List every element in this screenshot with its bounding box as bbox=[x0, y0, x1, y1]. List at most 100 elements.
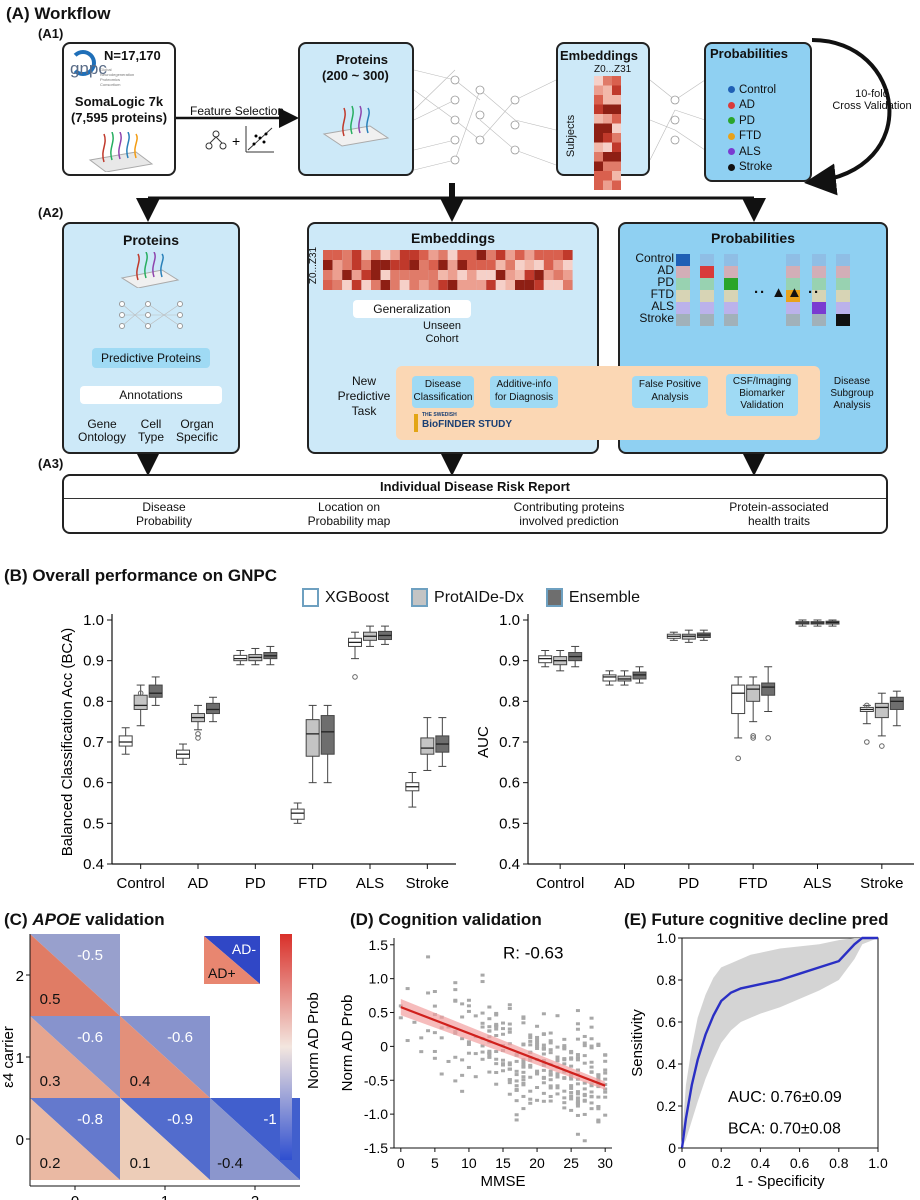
y-tick-label: 0.9 bbox=[499, 653, 520, 670]
scatter-point bbox=[439, 1036, 444, 1040]
x-tick-label: 15 bbox=[495, 1155, 511, 1171]
scatter-point bbox=[569, 1056, 574, 1060]
scatter-point bbox=[541, 1012, 546, 1016]
report-item-2-l2: Probability map bbox=[307, 514, 391, 528]
y-axis-label: ε4 carrier bbox=[0, 1026, 17, 1088]
embedding-cell bbox=[380, 280, 391, 290]
scatter-point bbox=[589, 1070, 594, 1074]
y-tick-label: 0.4 bbox=[83, 856, 104, 873]
heatmap-value-adneg: -0.6 bbox=[77, 1029, 103, 1046]
scatter-point bbox=[589, 1046, 594, 1050]
scatter-point bbox=[562, 1057, 567, 1061]
scatter-point bbox=[432, 1056, 437, 1060]
embedding-cell bbox=[467, 260, 477, 270]
embedding-cell bbox=[371, 250, 381, 260]
embedding-cell bbox=[534, 280, 544, 290]
scatter-point bbox=[589, 1037, 594, 1041]
colorbar bbox=[280, 934, 292, 1160]
class-item-control: Control bbox=[728, 82, 776, 98]
protein-chip-icon bbox=[88, 132, 154, 172]
plot-frame bbox=[681, 937, 879, 1149]
scatter-point bbox=[528, 1075, 533, 1079]
embedding-cell bbox=[467, 280, 477, 290]
embedding-cell bbox=[486, 260, 496, 270]
scatter-point bbox=[575, 1096, 580, 1100]
x-tick-label: FTD bbox=[298, 875, 327, 892]
scatter-point bbox=[582, 1139, 587, 1143]
scatter-point bbox=[535, 1024, 540, 1028]
csf-imaging-l2: Biomarker bbox=[739, 388, 785, 399]
y-tick-label: 0.4 bbox=[499, 856, 520, 873]
a2-class-label: FTD bbox=[650, 287, 674, 301]
embedding-cell bbox=[594, 152, 603, 162]
scatter-point bbox=[487, 1049, 492, 1053]
scatter-point bbox=[528, 1039, 533, 1043]
scatter-point bbox=[521, 1075, 526, 1079]
scatter-point bbox=[507, 1030, 512, 1034]
predictive-proteins: Predictive Proteins bbox=[92, 348, 210, 368]
scatter-point bbox=[562, 1106, 567, 1110]
a2-protein-chip-icon bbox=[120, 252, 180, 288]
y-tick-label: 1.0 bbox=[499, 612, 520, 629]
embedding-cell bbox=[476, 260, 487, 270]
embedding-cell bbox=[371, 280, 381, 290]
neural-network-lines bbox=[413, 69, 706, 171]
y-tick-label: 0.5 bbox=[369, 1005, 389, 1021]
cell-type-l2: Type bbox=[137, 430, 164, 444]
box-ensemble bbox=[889, 696, 904, 710]
scatter-point bbox=[514, 1088, 519, 1092]
scatter-point bbox=[521, 1094, 526, 1098]
scatter-point bbox=[507, 1061, 512, 1065]
scatter-point bbox=[460, 1015, 465, 1019]
heatmap-cell-adpos bbox=[210, 1098, 300, 1180]
scatter-point bbox=[521, 1062, 526, 1066]
embedding-cell bbox=[486, 250, 496, 260]
scatter-point bbox=[535, 1098, 540, 1102]
y-tick-label: 1.0 bbox=[83, 612, 104, 629]
new-task-l3: Task bbox=[351, 404, 377, 418]
scatter-point bbox=[460, 1002, 465, 1006]
scatter-point bbox=[541, 1075, 546, 1079]
embedding-cell bbox=[594, 104, 603, 114]
scatter-point bbox=[501, 1021, 505, 1025]
embedding-cell bbox=[457, 270, 467, 280]
scatter-point bbox=[521, 1078, 526, 1082]
new-task-l1: New bbox=[351, 374, 376, 388]
scatter-point bbox=[555, 1092, 560, 1096]
prob-columns-svg bbox=[676, 254, 850, 326]
scatter-point bbox=[405, 987, 410, 991]
scatter-point bbox=[528, 1065, 533, 1069]
a1-probabilities-title: Probabilities bbox=[710, 46, 789, 61]
heatmap-value-adpos: 0.4 bbox=[130, 1073, 151, 1090]
embedding-cell bbox=[342, 280, 352, 290]
probability-cell bbox=[786, 290, 800, 302]
embedding-cell bbox=[371, 270, 381, 280]
disease-subgroup-l1: Disease bbox=[833, 376, 871, 387]
box-protaide-dx bbox=[305, 719, 320, 757]
embedding-cell bbox=[505, 270, 515, 280]
scatter-point bbox=[575, 1090, 580, 1094]
scatter-point bbox=[535, 1045, 540, 1049]
a2-embeddings-title: Embeddings bbox=[410, 230, 495, 246]
report-item-1-l2: Probability bbox=[135, 514, 193, 528]
legend-swatch-ensemble bbox=[545, 588, 563, 607]
embedding-cell bbox=[323, 270, 333, 280]
gnpc-logo-icon bbox=[70, 50, 96, 76]
organ-specific-l2: Specific bbox=[175, 430, 219, 444]
y-tick-label: 0.8 bbox=[83, 693, 104, 710]
scatter-point bbox=[535, 1041, 540, 1045]
y-tick-label: 0 bbox=[380, 1038, 388, 1054]
scatter-point bbox=[541, 1052, 546, 1056]
scatter-point bbox=[514, 1084, 519, 1088]
embedding-cell bbox=[323, 260, 333, 270]
embedding-cell bbox=[594, 114, 603, 124]
embedding-cell bbox=[371, 260, 381, 270]
y-tick-label: -1.0 bbox=[364, 1106, 388, 1122]
class-item-ftd: FTD bbox=[728, 129, 776, 145]
scatter-point bbox=[569, 1097, 574, 1101]
outlier-point bbox=[195, 735, 201, 741]
scatter-point bbox=[541, 1068, 546, 1072]
embedding-cell bbox=[419, 250, 429, 260]
scatter-point bbox=[501, 1062, 505, 1066]
probability-cell bbox=[676, 254, 690, 266]
